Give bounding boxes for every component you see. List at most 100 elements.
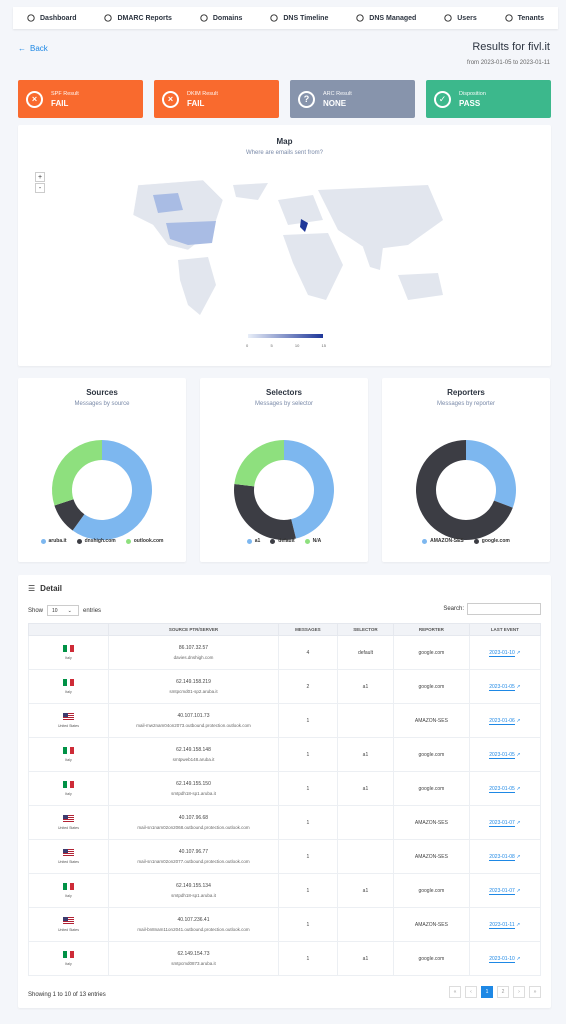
italy-flag-icon (63, 951, 74, 958)
home-icon (27, 14, 35, 22)
last-event-link[interactable]: 2023-01-07 (489, 819, 515, 827)
showing-text: Showing 1 to 10 of 13 entries (28, 992, 106, 998)
pager-button[interactable]: 2 (497, 986, 509, 998)
building-icon (504, 14, 513, 22)
detail-panel: ☰ Detail Show 10 ⌄ entries Search: SOURCE PT… (18, 575, 551, 1008)
italy-flag-icon (63, 679, 74, 686)
donut-slice-1[interactable] (54, 499, 85, 531)
zoom-in-button[interactable]: + (35, 172, 45, 182)
donut-slice-2[interactable] (234, 440, 284, 487)
world-map[interactable] (108, 175, 458, 330)
globe-icon (200, 14, 208, 22)
nav-dmarc-reports[interactable]: DMARC Reports (104, 14, 172, 22)
detail-table: SOURCE PTR/SERVER MESSAGES SELECTOR REPORTE… (28, 623, 542, 976)
zoom-out-button[interactable]: - (35, 183, 45, 193)
check-circle-icon: ✓ (434, 90, 451, 108)
th-col[interactable]: LAST EVENT (468, 623, 542, 636)
result-card-2: ? ARC Result NONE (290, 80, 415, 118)
pager-button[interactable]: « (449, 986, 461, 998)
donut-chart (416, 440, 516, 540)
donut-panel-sources: Sources Messages by source aruba.it dnshigh… (18, 378, 186, 562)
last-event-link[interactable]: 2023-01-05 (489, 785, 515, 793)
table-row: Italy 62.149.155.150 smtpdh18-sp1.aruba.it… (28, 771, 542, 806)
legend-item[interactable]: N/A (304, 538, 321, 544)
external-link-icon: ↗ (516, 751, 521, 758)
map-color-scale (248, 334, 323, 338)
last-event-link[interactable]: 2023-01-05 (489, 751, 515, 759)
nav-domains[interactable]: Domains (200, 14, 242, 22)
legend-item[interactable]: dnshigh.com (76, 538, 116, 544)
table-row: United States 40.107.236.41 mail-bn8nam11o… (28, 907, 542, 942)
legend-item[interactable]: default (270, 538, 295, 544)
pager-button[interactable]: » (529, 986, 541, 998)
donut-slice-0[interactable] (284, 440, 334, 539)
table-row: United States 40.107.101.73 mail-mw2nam04o… (28, 703, 542, 738)
arrow-left-icon: ← (18, 44, 26, 53)
italy-flag-icon (63, 781, 74, 788)
last-event-link[interactable]: 2023-01-08 (489, 853, 515, 861)
th-col[interactable]: SOURCE PTR/SERVER (108, 623, 279, 636)
us-flag-icon (63, 713, 74, 720)
nav-tenants[interactable]: Tenants (504, 14, 544, 22)
result-card-0: × SPF Result FAIL (18, 80, 143, 118)
nav-dns-timeline[interactable]: DNS Timeline (270, 14, 328, 22)
donut-slice-0[interactable] (466, 440, 516, 508)
pager-button[interactable]: › (513, 986, 525, 998)
result-card-1: × DKIM Result FAIL (154, 80, 279, 118)
external-link-icon: ↗ (516, 819, 521, 826)
last-event-link[interactable]: 2023-01-10 (489, 649, 515, 657)
table-row: Italy 62.149.154.73 smtpcmd0873.aruba.it 1 a… (28, 941, 542, 976)
last-event-link[interactable]: 2023-01-10 (489, 955, 515, 963)
table-row: Italy 62.149.158.148 smtpweb148.aruba.it 1 a… (28, 737, 542, 772)
external-link-icon: ↗ (516, 853, 521, 860)
external-link-icon: ↗ (516, 887, 521, 894)
map-subtitle: Where are emails sent from? (245, 150, 324, 156)
legend-item[interactable]: aruba.it (40, 538, 67, 544)
result-cards: × SPF Result FAIL × DKIM Result FAIL ? ARC Resu… (18, 80, 551, 118)
date-range: from 2023-01-05 to 2023-01-11 (467, 60, 550, 66)
table-row: United States 40.107.96.68 mail-sn1nam02on… (28, 805, 542, 840)
clock-icon (270, 14, 279, 22)
nav-dns-managed[interactable]: DNS Managed (356, 14, 416, 22)
legend-item[interactable]: AMAZON-SES (422, 538, 464, 544)
last-event-link[interactable]: 2023-01-05 (489, 683, 515, 691)
donut-chart (234, 440, 334, 540)
external-link-icon: ↗ (516, 683, 521, 690)
donut-slice-1[interactable] (416, 440, 513, 540)
us-flag-icon (63, 815, 74, 822)
italy-flag-icon (63, 747, 74, 754)
map-panel: Map Where are emails sent from? + - 0 5 10 1… (18, 125, 551, 366)
search-input[interactable] (467, 603, 541, 615)
pagination: « ‹ 1 2 › » (449, 986, 541, 998)
users-icon (444, 14, 452, 22)
nav-dashboard[interactable]: Dashboard (27, 14, 77, 22)
nav-users[interactable]: Users (444, 14, 477, 22)
donut-slice-0[interactable] (72, 440, 152, 540)
last-event-link[interactable]: 2023-01-11 (489, 921, 515, 929)
legend-item[interactable]: google.com (473, 538, 510, 544)
database-icon (356, 14, 364, 22)
th-col[interactable]: REPORTER (393, 623, 470, 636)
scale-tick: 15 (321, 343, 326, 348)
last-event-link[interactable]: 2023-01-06 (489, 717, 515, 725)
donut-slice-2[interactable] (51, 440, 102, 506)
back-link[interactable]: ← Back (18, 44, 48, 53)
map-title: Map (276, 137, 293, 146)
external-link-icon: ↗ (516, 785, 521, 792)
result-card-3: ✓ Disposition PASS (426, 80, 551, 118)
th-col[interactable]: MESSAGES (278, 623, 338, 636)
donut-panel-reporters: Reporters Messages by reporter AMAZON-SES g… (382, 378, 550, 562)
table-row: Italy 86.107.32.57 davies.dnshigh.com 4 defa… (28, 635, 542, 670)
pager-button[interactable]: 1 (481, 986, 493, 998)
last-event-link[interactable]: 2023-01-07 (489, 887, 515, 895)
scale-tick: 0 (246, 343, 249, 348)
th-col[interactable]: SELECTOR (336, 623, 395, 636)
donut-slice-1[interactable] (234, 483, 296, 540)
table-row: United States 40.107.96.77 mail-sn1nam02on… (28, 839, 542, 874)
top-nav: Dashboard DMARC Reports Domains DNS Timelin… (13, 7, 558, 29)
entries-select[interactable]: 10 ⌄ (47, 605, 80, 616)
pager-button[interactable]: ‹ (465, 986, 477, 998)
legend-item[interactable]: outlook.com (125, 538, 163, 544)
donut-panel-selectors: Selectors Messages by selector a1 default N/… (200, 378, 368, 562)
legend-item[interactable]: a1 (246, 538, 260, 544)
